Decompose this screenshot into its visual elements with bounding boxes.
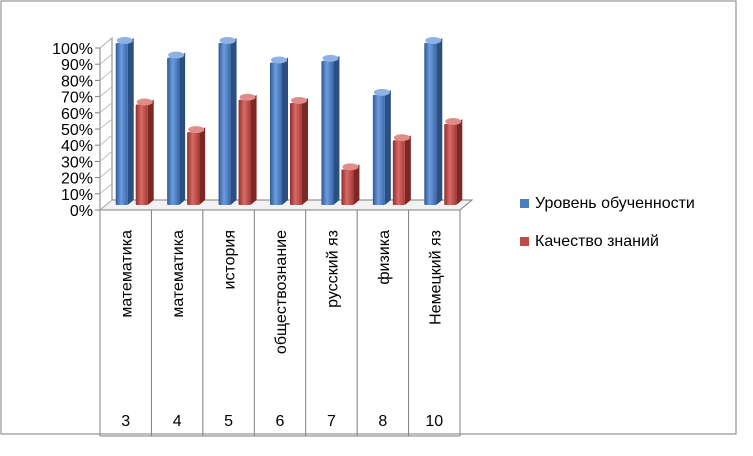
bar: [424, 43, 437, 205]
category-grade: 8: [378, 413, 387, 430]
legend-label: Уровень обученности: [535, 195, 695, 212]
category-label: физика: [376, 230, 393, 285]
category-label: история: [222, 230, 239, 289]
bar: [135, 104, 148, 205]
bar: [372, 94, 385, 205]
bar-side: [456, 119, 463, 205]
bar-side: [199, 127, 206, 205]
bar-top: [168, 51, 185, 59]
bar-top: [136, 98, 153, 106]
category-grade: 5: [224, 413, 233, 430]
y-tick-label: 50%: [61, 122, 93, 139]
bar-side: [384, 89, 391, 205]
bar: [238, 99, 251, 205]
bar: [115, 43, 128, 205]
y-tick-depth: [99, 134, 113, 146]
bar-top: [291, 96, 307, 104]
bar: [321, 60, 334, 205]
y-tick-depth: [99, 199, 113, 211]
bar-top: [373, 88, 390, 96]
y-tick-depth: [99, 167, 113, 178]
y-tick-depth: [99, 151, 113, 162]
bar-side: [333, 55, 340, 205]
bar: [341, 169, 354, 205]
legend-swatch: [520, 237, 529, 246]
y-tick-depth: [99, 37, 113, 49]
bar-side: [127, 38, 134, 205]
bar-side: [250, 94, 257, 205]
bar-top: [322, 54, 339, 62]
bar: [290, 102, 302, 205]
category-grade: 7: [327, 413, 336, 430]
bar-top: [271, 56, 287, 64]
y-tick-label: 20%: [61, 171, 93, 188]
bar: [187, 132, 200, 205]
y-tick-depth: [99, 53, 113, 65]
bar-side: [404, 135, 411, 205]
bar-top: [425, 37, 442, 44]
bar-top: [445, 118, 462, 125]
y-tick-label: 0%: [70, 203, 93, 220]
bar: [167, 57, 180, 205]
category-label: математика: [170, 230, 187, 318]
category-grade: 4: [173, 413, 182, 430]
bar-top: [116, 37, 133, 44]
category-grade: 10: [425, 413, 443, 430]
bar-top: [342, 163, 359, 171]
y-tick-label: 90%: [61, 57, 93, 74]
bar-side: [179, 52, 186, 205]
legend-label: Качество знаний: [535, 233, 659, 250]
y-tick-depth: [99, 86, 113, 97]
bar-side: [282, 57, 288, 205]
bar-side: [230, 38, 237, 205]
bar: [392, 140, 405, 205]
category-label: русский яз: [324, 230, 341, 308]
bar-side: [436, 38, 443, 205]
category-grade: 3: [121, 413, 130, 430]
bar-top: [393, 134, 410, 142]
legend-swatch: [520, 199, 529, 208]
y-tick-label: 80%: [61, 73, 93, 90]
y-tick-label: 10%: [61, 187, 93, 204]
category-grade: 6: [276, 413, 285, 430]
category-label: математика: [119, 230, 136, 318]
y-tick-label: 100%: [52, 41, 93, 58]
y-tick-label: 40%: [61, 138, 93, 155]
bar-side: [353, 164, 360, 205]
bar-top: [219, 37, 236, 44]
bar-side: [302, 97, 308, 205]
y-tick-label: 30%: [61, 154, 93, 171]
bar: [218, 43, 231, 205]
bar-top: [239, 93, 256, 101]
category-label: обществознание: [273, 230, 290, 354]
y-tick-label: 70%: [61, 90, 93, 107]
bar: [270, 62, 282, 205]
category-label: Немецкий яз: [427, 230, 444, 325]
y-tick-depth: [99, 70, 113, 81]
bar-side: [147, 99, 154, 205]
y-tick-depth: [99, 102, 113, 114]
bar-top: [188, 126, 205, 134]
bar: [444, 124, 457, 205]
y-tick-depth: [99, 183, 113, 195]
y-tick-depth: [99, 118, 113, 130]
y-tick-label: 60%: [61, 106, 93, 123]
